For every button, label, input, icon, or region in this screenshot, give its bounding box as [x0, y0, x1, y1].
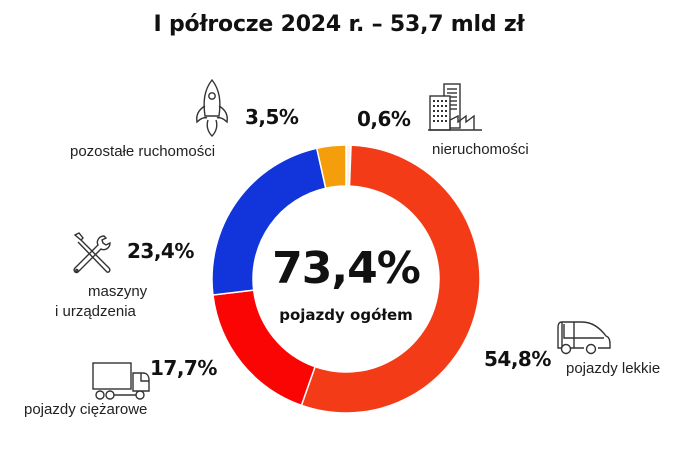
segment-value-nieruchomosci: 0,6%	[357, 107, 411, 131]
segment-label-nieruchomosci: nieruchomości	[432, 141, 529, 158]
segment-label-pozostale: pozostałe ruchomości	[70, 143, 216, 160]
segment-label-lekkie: pojazdy lekkie	[566, 360, 661, 377]
chart-title: I półrocze 2024 r. – 53,7 mld zł	[153, 12, 525, 37]
donut-segment	[315, 144, 347, 190]
segment-value-ciezarowe: 17,7%	[150, 356, 217, 380]
tools-icon	[71, 232, 115, 276]
segment-value-maszyny: 23,4%	[127, 239, 194, 263]
segment-value-pozostale: 3,5%	[245, 105, 299, 129]
center-value: 73,4%	[272, 243, 421, 294]
segment-label-maszyny-line2: i urządzenia	[55, 303, 136, 320]
rocket-icon	[193, 78, 231, 138]
segment-label-maszyny-line1: maszyny	[88, 283, 148, 300]
truck-icon	[91, 361, 153, 401]
segment-label-ciezarowe: pojazdy ciężarowe	[24, 401, 148, 418]
buildings-factory-icon	[428, 82, 484, 132]
donut-segment	[300, 144, 481, 414]
segment-value-lekkie: 54,8%	[484, 347, 551, 371]
center-label: pojazdy ogółem	[279, 306, 413, 324]
van-icon	[556, 320, 612, 356]
